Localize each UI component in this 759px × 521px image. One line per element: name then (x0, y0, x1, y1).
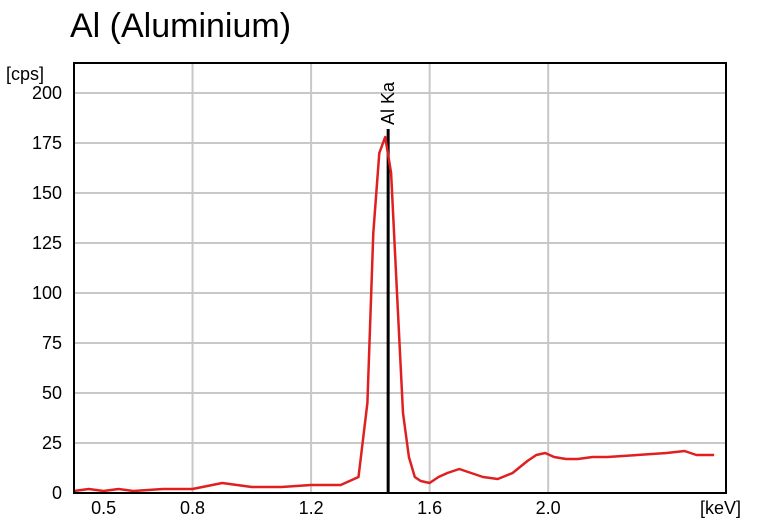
x-tick-label: 1.6 (417, 498, 442, 518)
annotations: Al Ka (378, 81, 398, 493)
spectrum-line (73, 135, 715, 493)
y-tick-label: 175 (32, 133, 62, 153)
chart-title: Al (Aluminium) (70, 7, 292, 45)
y-tick-label: 100 (32, 283, 62, 303)
x-tick-label: 2.0 (536, 498, 561, 518)
y-axis-label: [cps] (6, 64, 44, 84)
y-tick-label: 125 (32, 233, 62, 253)
y-tick-label: 150 (32, 183, 62, 203)
x-tick-label: 0.8 (180, 498, 205, 518)
tick-labels: 0 25 50 75 100 125 150 175 200 0.5 0.8 1.2 1.6 2.0 (32, 83, 561, 518)
x-axis-label: [keV] (700, 498, 741, 518)
series (73, 135, 715, 493)
y-tick-label: 0 (52, 483, 62, 503)
grid (74, 63, 726, 493)
y-tick-label: 200 (32, 83, 62, 103)
y-tick-label: 75 (42, 333, 62, 353)
x-tick-label: 0.5 (91, 498, 116, 518)
y-tick-label: 50 (42, 383, 62, 403)
peak-label: Al Ka (378, 81, 398, 125)
plot-frame (73, 62, 727, 494)
y-tick-label: 25 (42, 433, 62, 453)
x-tick-label: 1.2 (299, 498, 324, 518)
